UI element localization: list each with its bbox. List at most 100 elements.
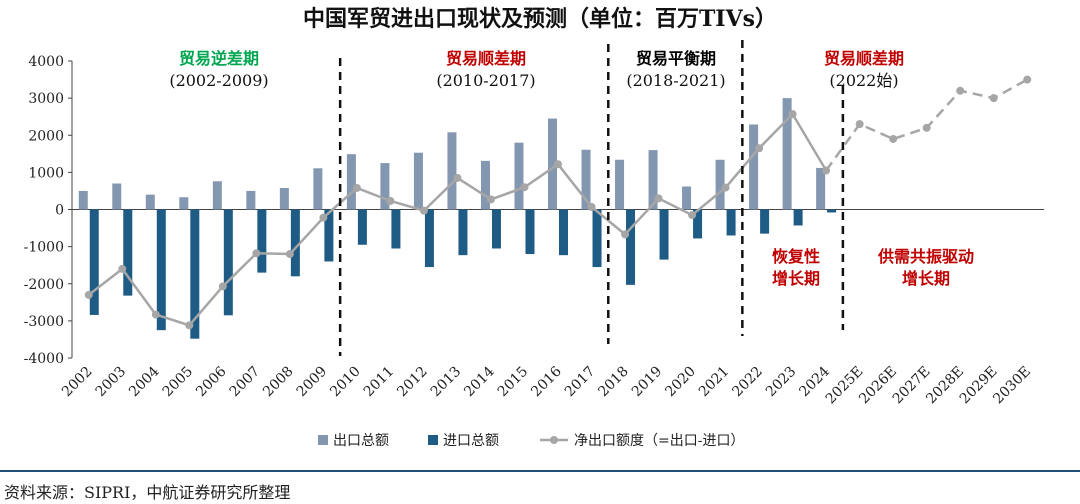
export-bar: [78, 190, 88, 210]
phase-period: (2002-2009): [169, 71, 268, 90]
x-tick-label: 2023: [763, 364, 800, 401]
export-bar: [179, 197, 189, 210]
x-tick-label: 2015: [495, 364, 532, 401]
net-point: [520, 183, 529, 192]
x-tick-label: 2030E: [990, 364, 1034, 408]
export-bar: [246, 190, 256, 210]
import-bar: [257, 209, 267, 273]
export-bar: [380, 163, 390, 210]
net-point: [84, 290, 93, 299]
import-bar: [190, 209, 200, 339]
net-point: [554, 160, 562, 169]
import-bar: [693, 209, 703, 239]
net-point: [989, 94, 998, 103]
import-bar: [424, 209, 434, 268]
export-bar: [112, 183, 122, 210]
net-point: [386, 196, 395, 205]
phase-annotation: 增长期: [902, 269, 950, 288]
x-tick-label: 2008: [260, 364, 297, 401]
export-bar: [346, 154, 356, 210]
y-tick-label: -4000: [24, 351, 64, 367]
import-bar: [793, 209, 803, 226]
net-point: [319, 213, 328, 222]
y-tick-label: 4000: [28, 54, 64, 70]
net-point: [855, 120, 864, 129]
net-point: [285, 250, 294, 259]
y-tick-label: 2000: [28, 128, 64, 144]
export-bar: [782, 98, 792, 210]
export-bar: [749, 124, 759, 210]
phase-name: 贸易平衡期: [636, 49, 716, 68]
net-point: [654, 194, 663, 203]
import-bar: [89, 209, 99, 315]
net-point: [755, 144, 764, 153]
y-tick-label: -1000: [24, 240, 64, 256]
net-point: [822, 166, 831, 175]
net-point: [721, 183, 730, 192]
export-bar: [648, 150, 658, 210]
net-point: [453, 173, 462, 182]
import-bar: [525, 209, 535, 255]
import-bar: [123, 209, 133, 296]
import-bar: [324, 209, 334, 262]
x-tick-label: 2003: [93, 364, 130, 401]
y-tick-label: 0: [55, 203, 64, 219]
legend-net-marker: [550, 436, 558, 444]
x-tick-label: 2011: [361, 364, 398, 401]
export-bar: [615, 159, 625, 210]
import-bar: [290, 209, 300, 277]
x-tick-label: 2021: [696, 364, 733, 401]
net-point: [922, 123, 931, 132]
x-tick-label: 2012: [394, 364, 431, 401]
phase-period: (2022始): [829, 71, 898, 90]
phase-name: 贸易顺差期: [446, 49, 526, 68]
legend-export-swatch: [318, 435, 328, 445]
net-point: [185, 321, 194, 330]
export-bar: [715, 159, 725, 210]
export-bar: [447, 132, 457, 210]
y-tick-label: -3000: [24, 314, 64, 330]
export-bar: [480, 160, 490, 210]
net-point: [352, 183, 361, 192]
net-point: [889, 134, 898, 143]
net-point: [688, 211, 697, 220]
x-tick-label: 2004: [126, 363, 163, 400]
net-point: [118, 264, 127, 273]
export-bar: [145, 194, 155, 210]
legend-import-swatch: [428, 435, 438, 445]
net-point: [419, 206, 428, 215]
chart-title: 中国军贸进出口现状及预测（单位：百万TIVs）: [303, 6, 777, 32]
x-tick-label: 2005: [160, 364, 197, 401]
x-tick-label: 2018: [595, 364, 632, 401]
x-tick-label: 2010: [327, 364, 364, 401]
import-bar: [592, 209, 602, 268]
x-tick-label: 2017: [562, 364, 599, 401]
x-tick-label: 2016: [528, 363, 565, 400]
import-bar: [223, 209, 233, 316]
legend-export-label: 出口总额: [333, 433, 389, 449]
net-point: [252, 249, 261, 258]
net-point: [587, 202, 596, 211]
import-bar: [156, 209, 166, 331]
export-bar: [682, 186, 692, 210]
phase-annotation: 恢复性: [772, 247, 820, 266]
net-point: [621, 230, 630, 239]
import-bar: [827, 209, 837, 213]
net-line-actual: [87, 112, 828, 327]
net-point: [151, 310, 160, 319]
export-bar: [514, 142, 524, 210]
x-tick-label: 2022: [729, 364, 766, 401]
x-tick-label: 2020: [662, 364, 699, 401]
net-point: [956, 86, 965, 95]
y-tick-label: -2000: [24, 277, 64, 293]
x-tick-label: 2007: [227, 364, 264, 401]
footer-divider: [0, 470, 1080, 472]
x-tick-label: 2009: [294, 364, 331, 401]
legend-net-label: 净出口额度（=出口-进口）: [574, 433, 744, 449]
import-bar: [458, 209, 468, 256]
net-point: [486, 195, 495, 204]
net-point: [218, 282, 227, 291]
import-bar: [559, 209, 568, 256]
x-tick-label: 2019: [629, 364, 666, 401]
import-bar: [659, 209, 669, 260]
